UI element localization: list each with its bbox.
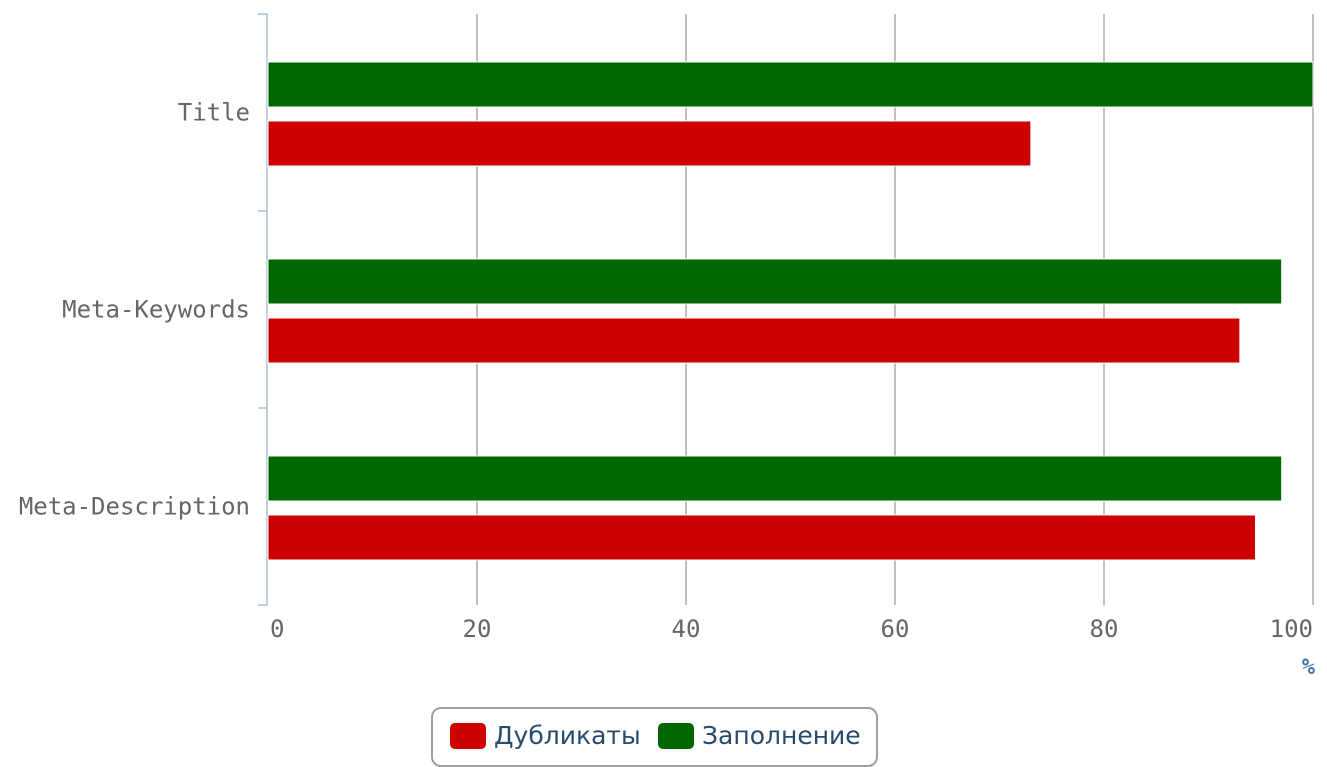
bar-duplicates-2 [267, 514, 1257, 561]
category-label: Title [178, 99, 250, 127]
legend-label-fill: Заполнение [702, 721, 861, 750]
category-label: Meta-Description [19, 493, 250, 521]
bar-fill-0 [267, 61, 1314, 108]
legend-label-duplicates: Дубликаты [494, 721, 641, 750]
x-tick-label: 60 [881, 615, 910, 643]
legend: Дубликаты Заполнение [431, 707, 878, 767]
bar-fill-2 [267, 455, 1283, 502]
bar-duplicates-1 [267, 317, 1241, 364]
bar-fill-1 [267, 258, 1283, 305]
legend-swatch-fill [658, 722, 694, 749]
x-axis-unit-label: % [1302, 655, 1316, 680]
category-label: Meta-Keywords [62, 296, 250, 324]
x-tick-label: 80 [1090, 615, 1119, 643]
legend-item-fill[interactable]: Заполнение [658, 721, 861, 750]
x-tick-label: 40 [672, 615, 701, 643]
legend-item-duplicates[interactable]: Дубликаты [450, 721, 641, 750]
x-tick-label: 20 [463, 615, 492, 643]
bar-duplicates-0 [267, 120, 1032, 167]
legend-swatch-duplicates [450, 722, 486, 749]
x-tick-label: 100 [1270, 615, 1313, 643]
x-tick-label: 0 [270, 615, 284, 643]
